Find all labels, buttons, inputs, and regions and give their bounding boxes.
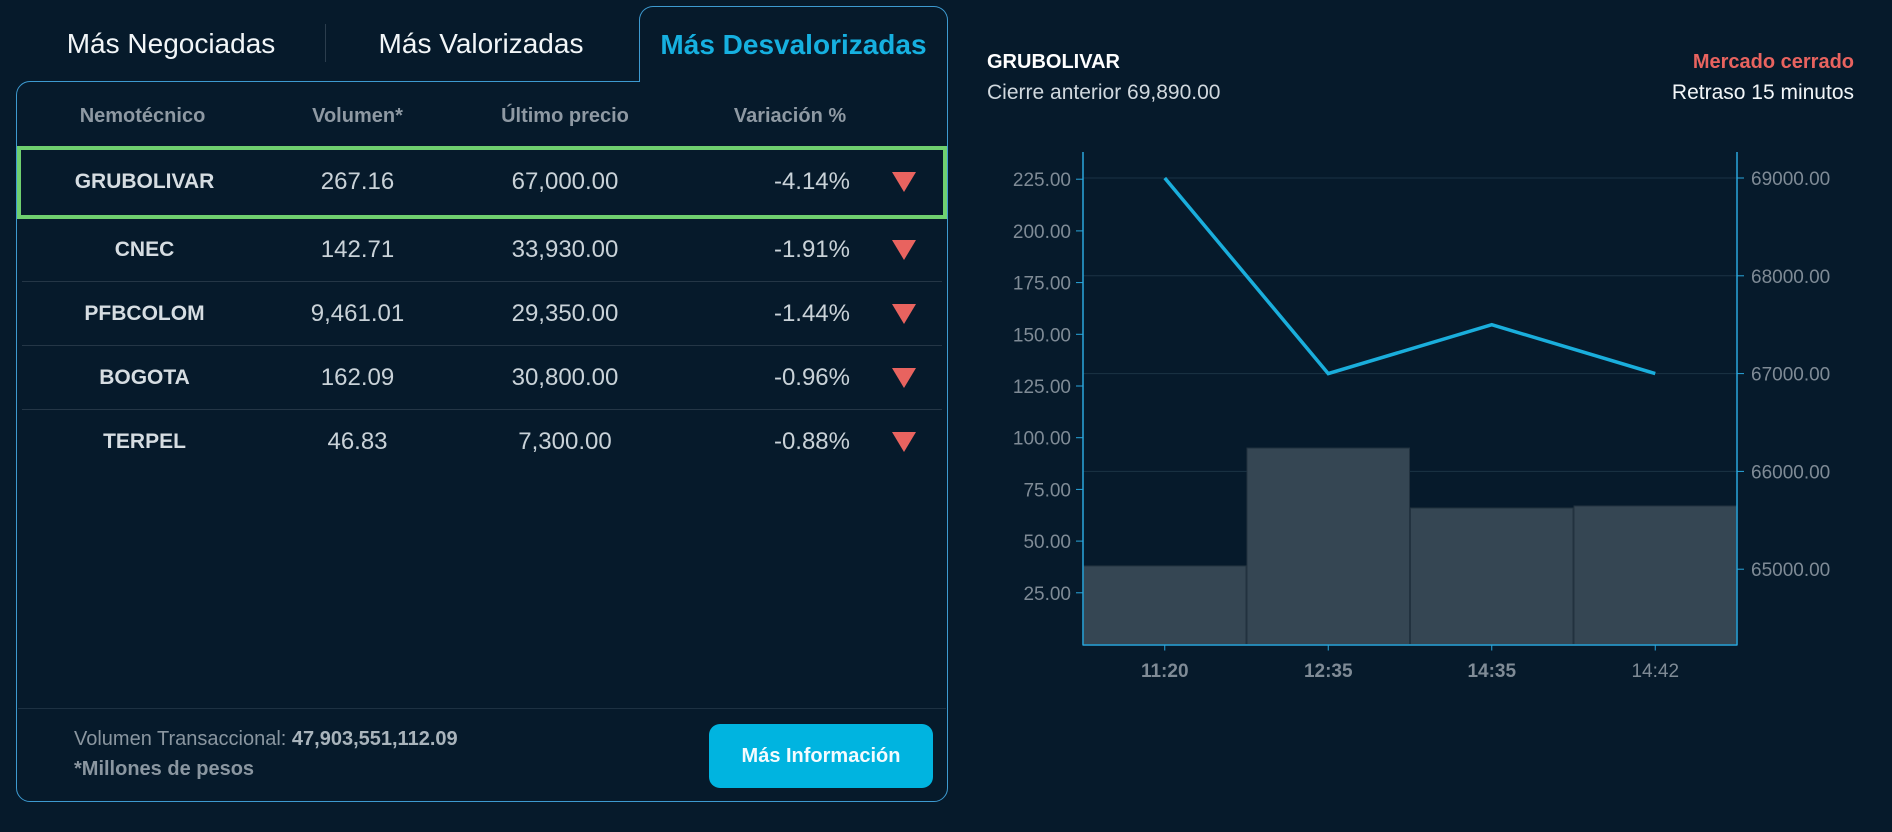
table-row[interactable]: CNEC 142.71 33,930.00 -1.91% <box>20 218 942 282</box>
header-nemotecnico: Nemotécnico <box>79 105 206 127</box>
row-last-price: 67,000.00 <box>511 168 619 195</box>
table-row[interactable]: PFBCOLOM 9,461.01 29,350.00 -1.44% <box>20 282 942 346</box>
down-triangle-icon <box>892 368 916 388</box>
svg-text:65000.00: 65000.00 <box>1751 560 1830 581</box>
row-divider <box>22 409 942 410</box>
row-variation: -0.88% <box>773 428 850 455</box>
market-status: Mercado cerrado <box>1692 51 1854 73</box>
row-symbol: PFBCOLOM <box>84 302 205 325</box>
svg-text:68000.00: 68000.00 <box>1751 267 1830 288</box>
chart-gridlines <box>1083 177 1737 472</box>
svg-text:69000.00: 69000.00 <box>1751 169 1830 190</box>
more-info-button[interactable]: Más Información <box>709 724 933 788</box>
svg-text:25.00: 25.00 <box>1023 584 1071 605</box>
svg-text:100.00: 100.00 <box>1013 429 1071 450</box>
svg-text:75.00: 75.00 <box>1023 480 1071 501</box>
transaction-volume-label: Volumen Transaccional: <box>74 728 292 750</box>
row-symbol: TERPEL <box>103 430 186 453</box>
row-last-price: 29,350.00 <box>511 300 619 327</box>
row-volume: 142.71 <box>320 236 395 263</box>
down-triangle-icon <box>892 172 916 192</box>
svg-text:11:20: 11:20 <box>1141 661 1189 682</box>
delay-note: Retraso 15 minutos <box>1671 81 1854 104</box>
chart-axes <box>1076 152 1744 651</box>
previous-close: Cierre anterior 69,890.00 <box>987 81 1221 104</box>
tab-mas-valorizadas[interactable]: Más Valorizadas <box>378 28 584 59</box>
row-symbol: BOGOTA <box>99 366 190 389</box>
table-row[interactable]: TERPEL 46.83 7,300.00 -0.88% <box>20 410 942 474</box>
row-last-price: 33,930.00 <box>511 236 619 263</box>
row-variation: -1.44% <box>773 300 850 327</box>
detail-symbol: GRUBOLIVAR <box>987 51 1120 73</box>
svg-text:67000.00: 67000.00 <box>1751 365 1830 386</box>
row-divider <box>22 345 942 346</box>
row-symbol: CNEC <box>114 238 175 261</box>
svg-text:175.00: 175.00 <box>1013 274 1071 295</box>
units-note: *Millones de pesos <box>74 758 255 780</box>
row-variation: -1.91% <box>773 236 850 263</box>
row-volume: 267.16 <box>320 168 395 195</box>
footer-divider <box>18 708 946 709</box>
svg-text:150.00: 150.00 <box>1013 325 1071 346</box>
transaction-volume: Volumen Transaccional: 47,903,551,112.09 <box>74 728 458 751</box>
row-volume: 9,461.01 <box>310 300 405 327</box>
row-variation: -0.96% <box>773 364 850 391</box>
stocks-table-panel <box>16 81 948 802</box>
table-row[interactable]: GRUBOLIVAR 267.16 67,000.00 -4.14% <box>20 150 942 214</box>
row-symbol: GRUBOLIVAR <box>74 170 215 193</box>
price-line <box>1163 176 1656 376</box>
row-volume: 162.09 <box>320 364 395 391</box>
row-last-price: 30,800.00 <box>511 364 619 391</box>
row-variation: -4.14% <box>773 168 850 195</box>
svg-text:225.00: 225.00 <box>1013 170 1071 191</box>
right-axis-labels: 69000.00 68000.00 67000.00 66000.00 65000.00 <box>1751 169 1830 581</box>
tab-mas-negociadas[interactable]: Más Negociadas <box>66 28 276 59</box>
x-axis-labels: 11:20 12:35 14:35 14:42 <box>1141 661 1679 682</box>
svg-text:200.00: 200.00 <box>1013 222 1071 243</box>
tab-mas-desvalorizadas[interactable]: Más Desvalorizadas <box>639 6 948 82</box>
svg-text:66000.00: 66000.00 <box>1751 462 1830 483</box>
table-row[interactable]: BOGOTA 162.09 30,800.00 -0.96% <box>20 346 942 410</box>
row-last-price: 7,300.00 <box>518 428 612 455</box>
header-variacion: Variación % <box>733 105 847 127</box>
svg-text:14:35: 14:35 <box>1467 661 1516 682</box>
header-volumen: Volumen* <box>312 105 403 127</box>
header-ultimo-precio: Último precio <box>501 105 629 127</box>
transaction-volume-value: 47,903,551,112.09 <box>291 728 458 750</box>
down-triangle-icon <box>892 304 916 324</box>
svg-text:14:42: 14:42 <box>1631 661 1679 682</box>
svg-text:125.00: 125.00 <box>1013 377 1071 398</box>
left-axis-labels: 225.00 200.00 175.00 150.00 125.00 100.00 75.0… <box>1013 170 1071 605</box>
volume-bars <box>1083 447 1737 646</box>
svg-text:50.00: 50.00 <box>1023 532 1071 553</box>
tab-separator <box>325 24 326 62</box>
down-triangle-icon <box>892 240 916 260</box>
row-divider <box>22 281 942 282</box>
tab-panel-join <box>640 80 946 84</box>
down-triangle-icon <box>892 432 916 452</box>
svg-text:12:35: 12:35 <box>1304 661 1353 682</box>
row-volume: 46.83 <box>327 428 388 455</box>
